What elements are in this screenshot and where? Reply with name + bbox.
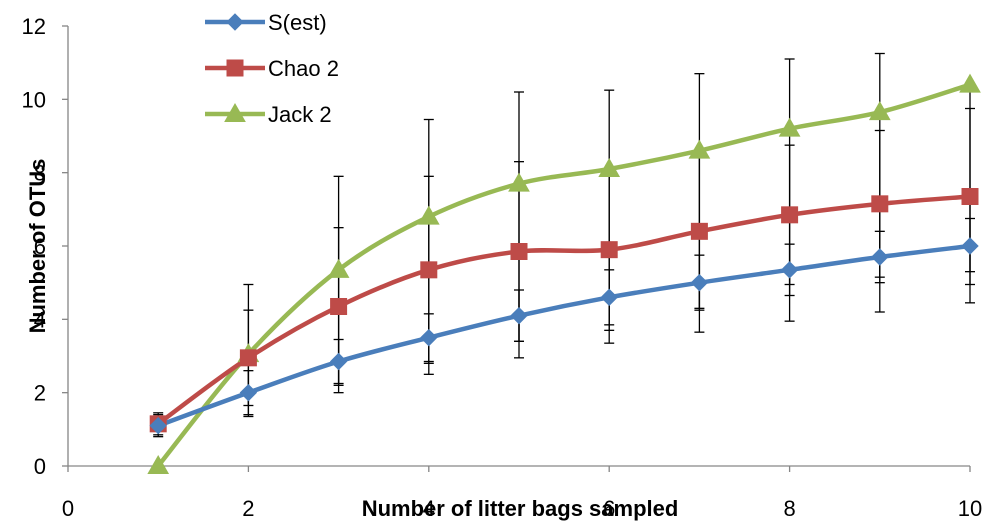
series-line-jack-2 (156, 82, 971, 468)
y-tick-label: 2 (34, 381, 46, 406)
point-s-est (329, 352, 348, 371)
x-tick-label: 4 (423, 496, 435, 521)
point-chao-2 (961, 188, 979, 205)
point-s-est (961, 237, 979, 255)
point-jack-2 (868, 101, 891, 121)
y-axis-title: Number of OTUs (25, 159, 50, 334)
point-s-est (149, 416, 167, 435)
y-tick-label: 0 (34, 454, 46, 479)
point-chao-2 (239, 349, 257, 367)
point-jack-2 (598, 157, 621, 177)
y-tick-label: 4 (34, 307, 46, 332)
y-tick-label: 10 (22, 87, 46, 112)
legend-label-jack-2: Jack 2 (268, 102, 332, 127)
x-tick-label: 0 (62, 496, 74, 521)
series-lines (156, 82, 971, 468)
point-chao-2 (600, 241, 618, 259)
point-chao-2 (330, 298, 348, 315)
point-s-est (510, 306, 528, 325)
point-jack-2 (417, 205, 440, 225)
legend-marker-s-est (226, 13, 244, 31)
point-jack-2 (508, 172, 530, 192)
x-tick-label: 8 (783, 496, 795, 521)
x-tick-label: 2 (242, 496, 254, 521)
y-tick-label: 6 (34, 234, 46, 259)
point-s-est (871, 248, 889, 266)
point-chao-2 (871, 195, 889, 213)
x-axis-title: Number of litter bags sampled (362, 496, 679, 521)
point-chao-2 (420, 261, 438, 279)
point-chao-2 (510, 243, 528, 260)
axes: 0 2 4 6 8 10 12 0 2 4 6 8 10 (22, 14, 983, 521)
y-tick-label: 12 (22, 14, 46, 39)
point-jack-2 (688, 139, 711, 159)
legend-label-s-est: S(est) (268, 10, 327, 35)
point-s-est (600, 288, 618, 307)
point-jack-2 (147, 454, 170, 474)
legend-label-chao-2: Chao 2 (268, 56, 339, 81)
legend-marker-jack-2 (224, 102, 246, 122)
series-markers (147, 73, 981, 474)
legend: S(est) Chao 2 Jack 2 (205, 10, 339, 127)
x-tick-label: 10 (958, 496, 982, 521)
point-s-est (420, 328, 438, 347)
point-chao-2 (690, 222, 708, 240)
point-s-est (780, 261, 799, 279)
point-jack-2 (327, 258, 350, 278)
series-line-chao-2 (156, 194, 971, 426)
point-chao-2 (781, 206, 799, 224)
x-tick-label: 6 (603, 496, 615, 521)
y-tick-label: 8 (34, 161, 46, 186)
point-s-est (239, 383, 258, 402)
point-s-est (690, 273, 709, 292)
legend-marker-chao-2 (226, 59, 244, 77)
point-jack-2 (778, 117, 801, 137)
point-jack-2 (959, 73, 981, 93)
series-line-s-est (157, 243, 971, 428)
